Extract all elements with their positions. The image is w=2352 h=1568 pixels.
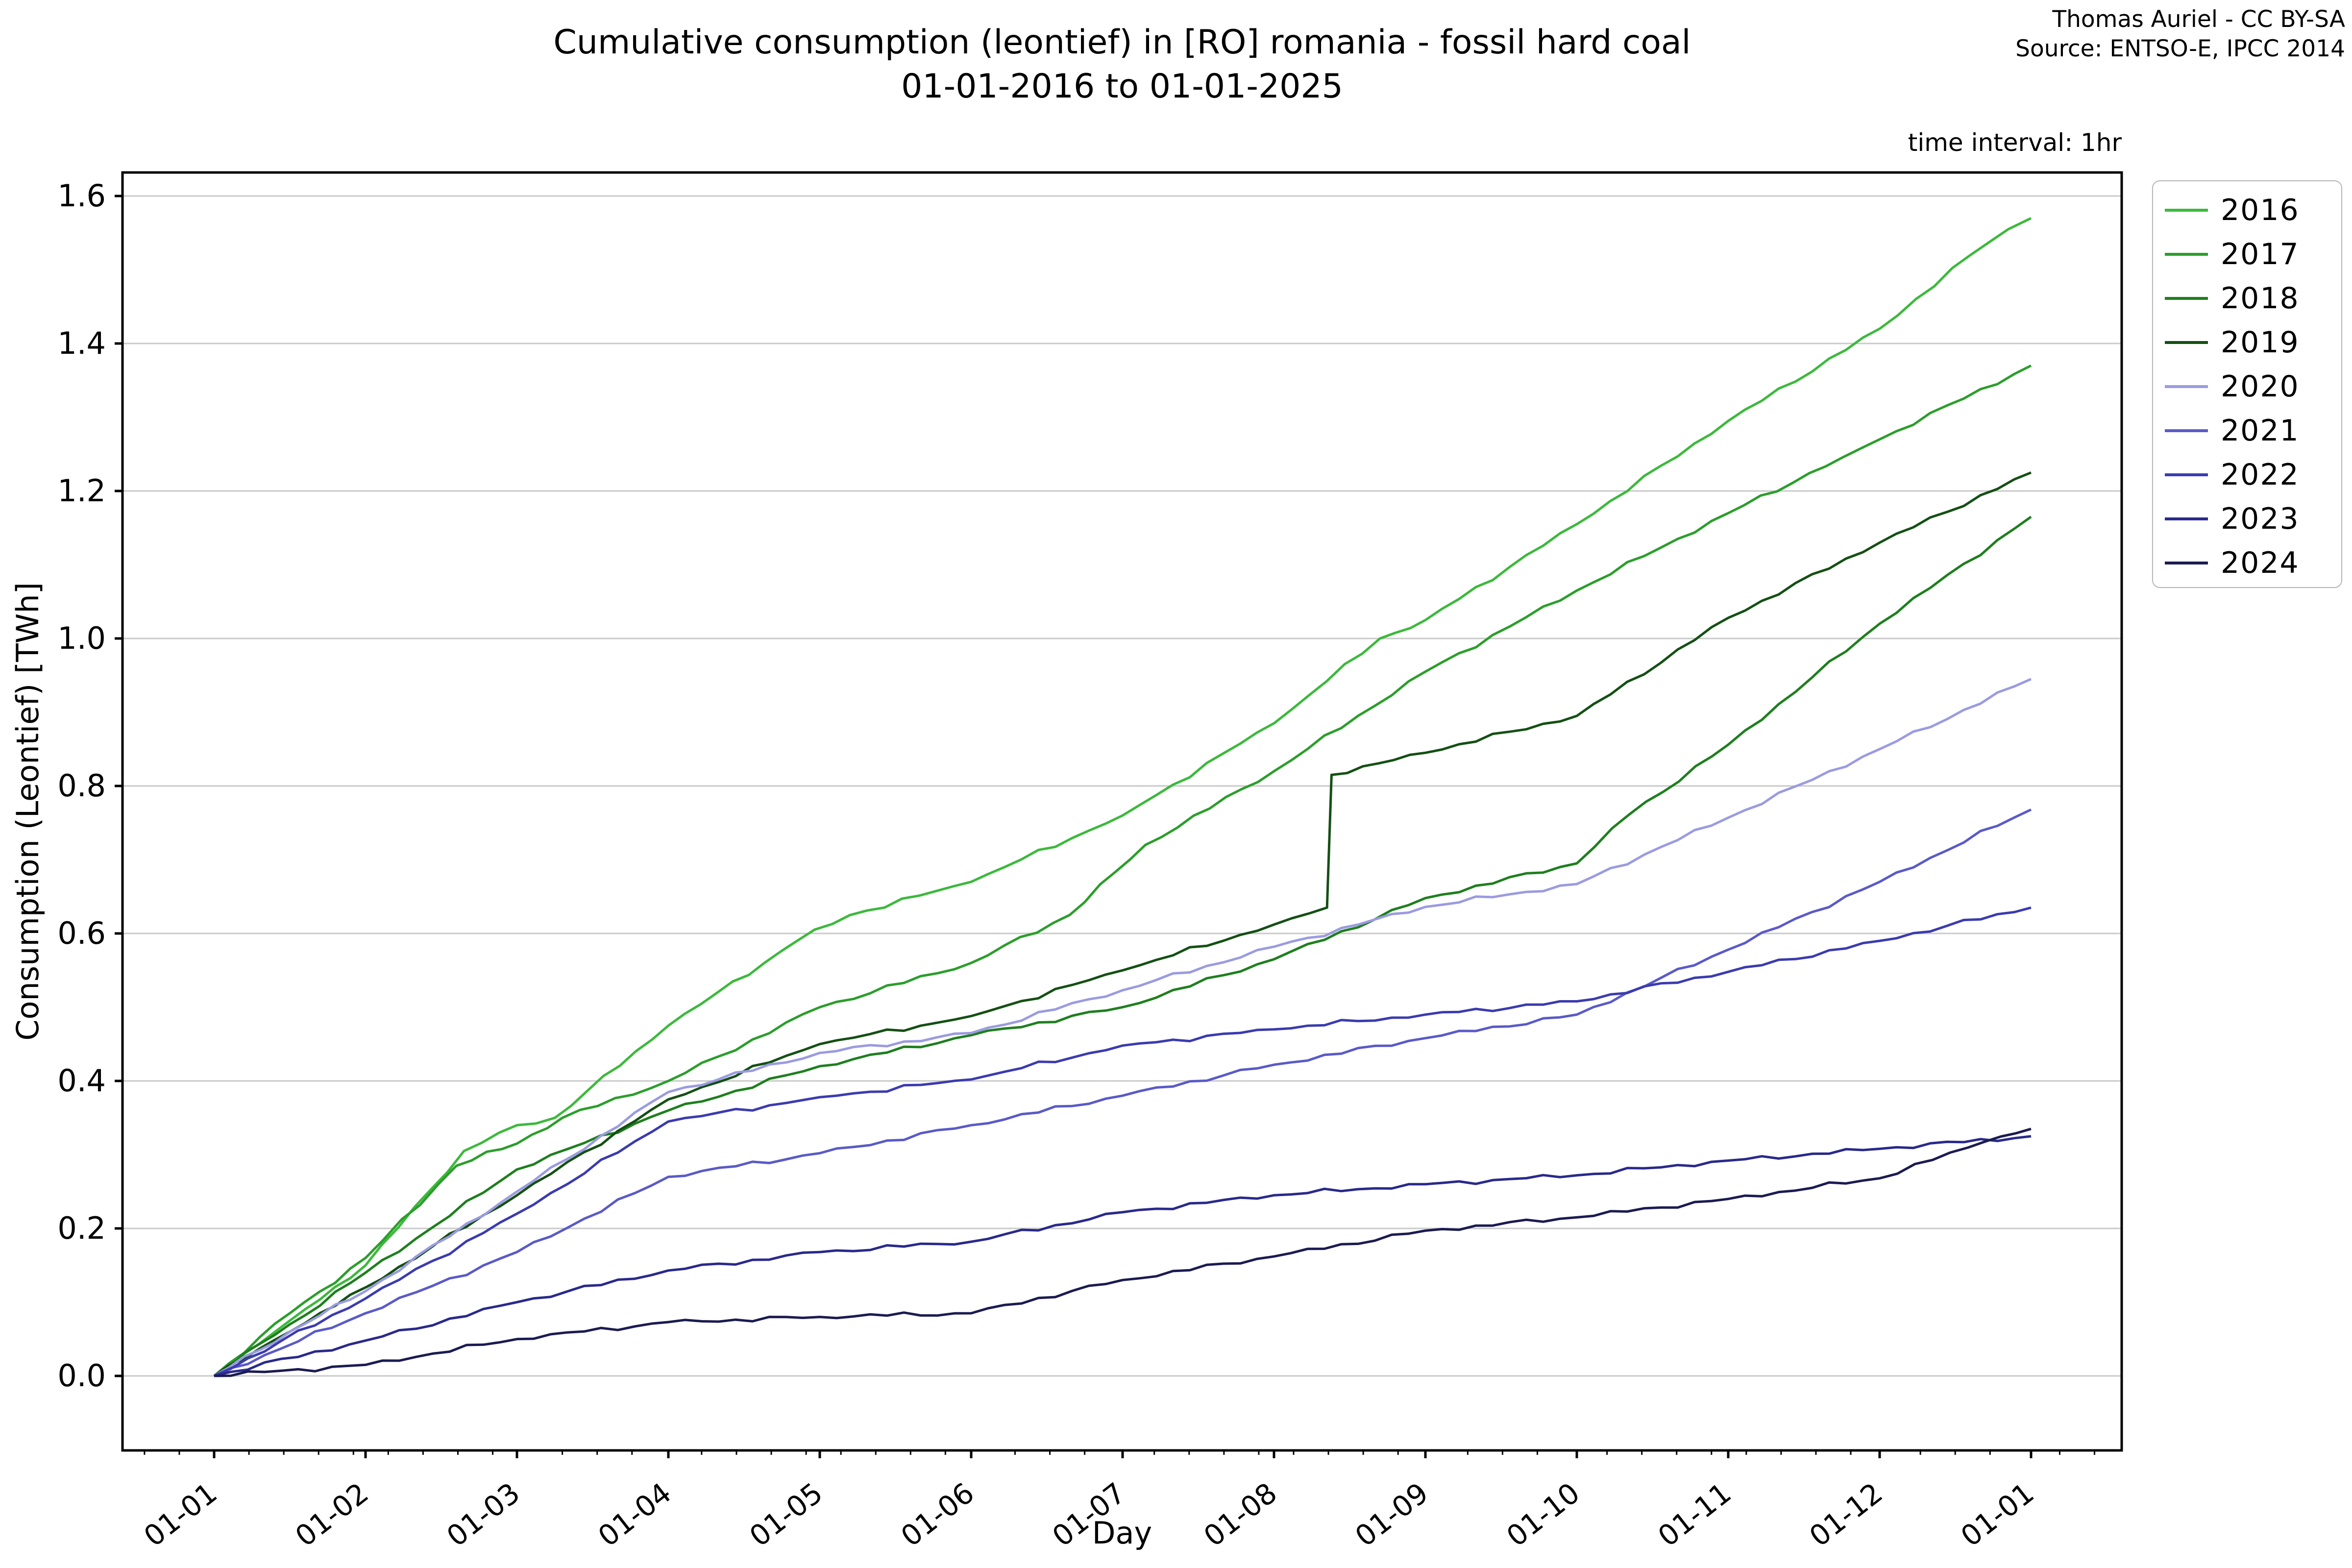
- legend-box: 2016 2017 2018 2019 2020 2021 2022 2023 2024: [2152, 180, 2342, 588]
- series-lines: [213, 217, 2032, 1377]
- gridlines: [122, 195, 2122, 1377]
- chart-subtitle-date-range: 01-01-2016 to 01-01-2025: [901, 67, 1343, 106]
- legend-swatch-2018: [2165, 297, 2208, 300]
- chart-title: Cumulative consumption (leontief) in [RO…: [553, 23, 1691, 62]
- x-minor-ticks: [144, 1450, 2095, 1455]
- y-tick-label: 0.2: [57, 1210, 106, 1246]
- attribution-author: Thomas Auriel - CC BY-SA: [2052, 6, 2345, 33]
- series-line-2022: [214, 906, 2032, 1377]
- legend-label-2017: 2017: [2221, 237, 2300, 271]
- legend-swatch-2021: [2165, 429, 2208, 432]
- y-tick-label: 0.0: [57, 1358, 106, 1394]
- legend-item-2024: 2024: [2165, 541, 2341, 585]
- legend-label-2016: 2016: [2221, 193, 2300, 227]
- legend-item-2016: 2016: [2165, 188, 2341, 232]
- legend-label-2024: 2024: [2221, 546, 2300, 580]
- series-line-2018: [213, 515, 2032, 1377]
- y-tick-label: 0.4: [57, 1063, 106, 1099]
- y-tick-label: 1.0: [57, 620, 106, 656]
- series-line-2016: [213, 217, 2032, 1377]
- legend-label-2022: 2022: [2221, 458, 2300, 492]
- legend-label-2020: 2020: [2221, 369, 2300, 404]
- legend-swatch-2024: [2165, 562, 2208, 564]
- legend-label-2019: 2019: [2221, 325, 2300, 360]
- y-tick-label: 0.6: [57, 915, 106, 951]
- attribution-source: Source: ENTSO-E, IPCC 2014: [2015, 35, 2345, 63]
- y-tick-label: 1.4: [57, 325, 106, 361]
- series-line-2019: [213, 471, 2032, 1377]
- series-line-2024: [214, 1127, 2032, 1377]
- series-line-2020: [213, 678, 2032, 1377]
- legend-swatch-2020: [2165, 385, 2208, 388]
- legend-item-2022: 2022: [2165, 453, 2341, 497]
- y-tick-label: 0.8: [57, 768, 106, 804]
- legend-item-2023: 2023: [2165, 497, 2341, 541]
- legend-item-2021: 2021: [2165, 409, 2341, 453]
- x-axis-label: Day: [1092, 1515, 1152, 1551]
- y-axis-label: Consumption (Leontief) [TWh]: [10, 582, 46, 1041]
- legend-item-2018: 2018: [2165, 276, 2341, 320]
- series-line-2017: [213, 364, 2032, 1377]
- y-tick-label: 1.6: [57, 178, 106, 214]
- legend-swatch-2017: [2165, 253, 2208, 256]
- legend-swatch-2016: [2165, 209, 2208, 212]
- time-interval-note: time interval: 1hr: [1908, 128, 2122, 157]
- series-line-2021: [213, 808, 2032, 1377]
- attribution-block: Thomas Auriel - CC BY-SA Source: ENTSO-E…: [2015, 5, 2345, 64]
- legend-item-2017: 2017: [2165, 232, 2341, 276]
- legend-label-2018: 2018: [2221, 281, 2300, 316]
- y-axis-ticks: 0.0 0.2 0.4 0.6 0.8 1.0 1.2 1.4 1.6: [57, 178, 122, 1394]
- legend-swatch-2022: [2165, 473, 2208, 476]
- legend-item-2019: 2019: [2165, 320, 2341, 365]
- legend-label-2021: 2021: [2221, 414, 2300, 448]
- y-tick-label: 1.2: [57, 473, 106, 509]
- legend-swatch-2019: [2165, 341, 2208, 344]
- legend-label-2023: 2023: [2221, 502, 2300, 536]
- chart-title-block: Cumulative consumption (leontief) in [RO…: [122, 21, 2122, 109]
- legend-item-2020: 2020: [2165, 365, 2341, 409]
- series-line-2023: [214, 1135, 2032, 1377]
- legend-swatch-2023: [2165, 517, 2208, 520]
